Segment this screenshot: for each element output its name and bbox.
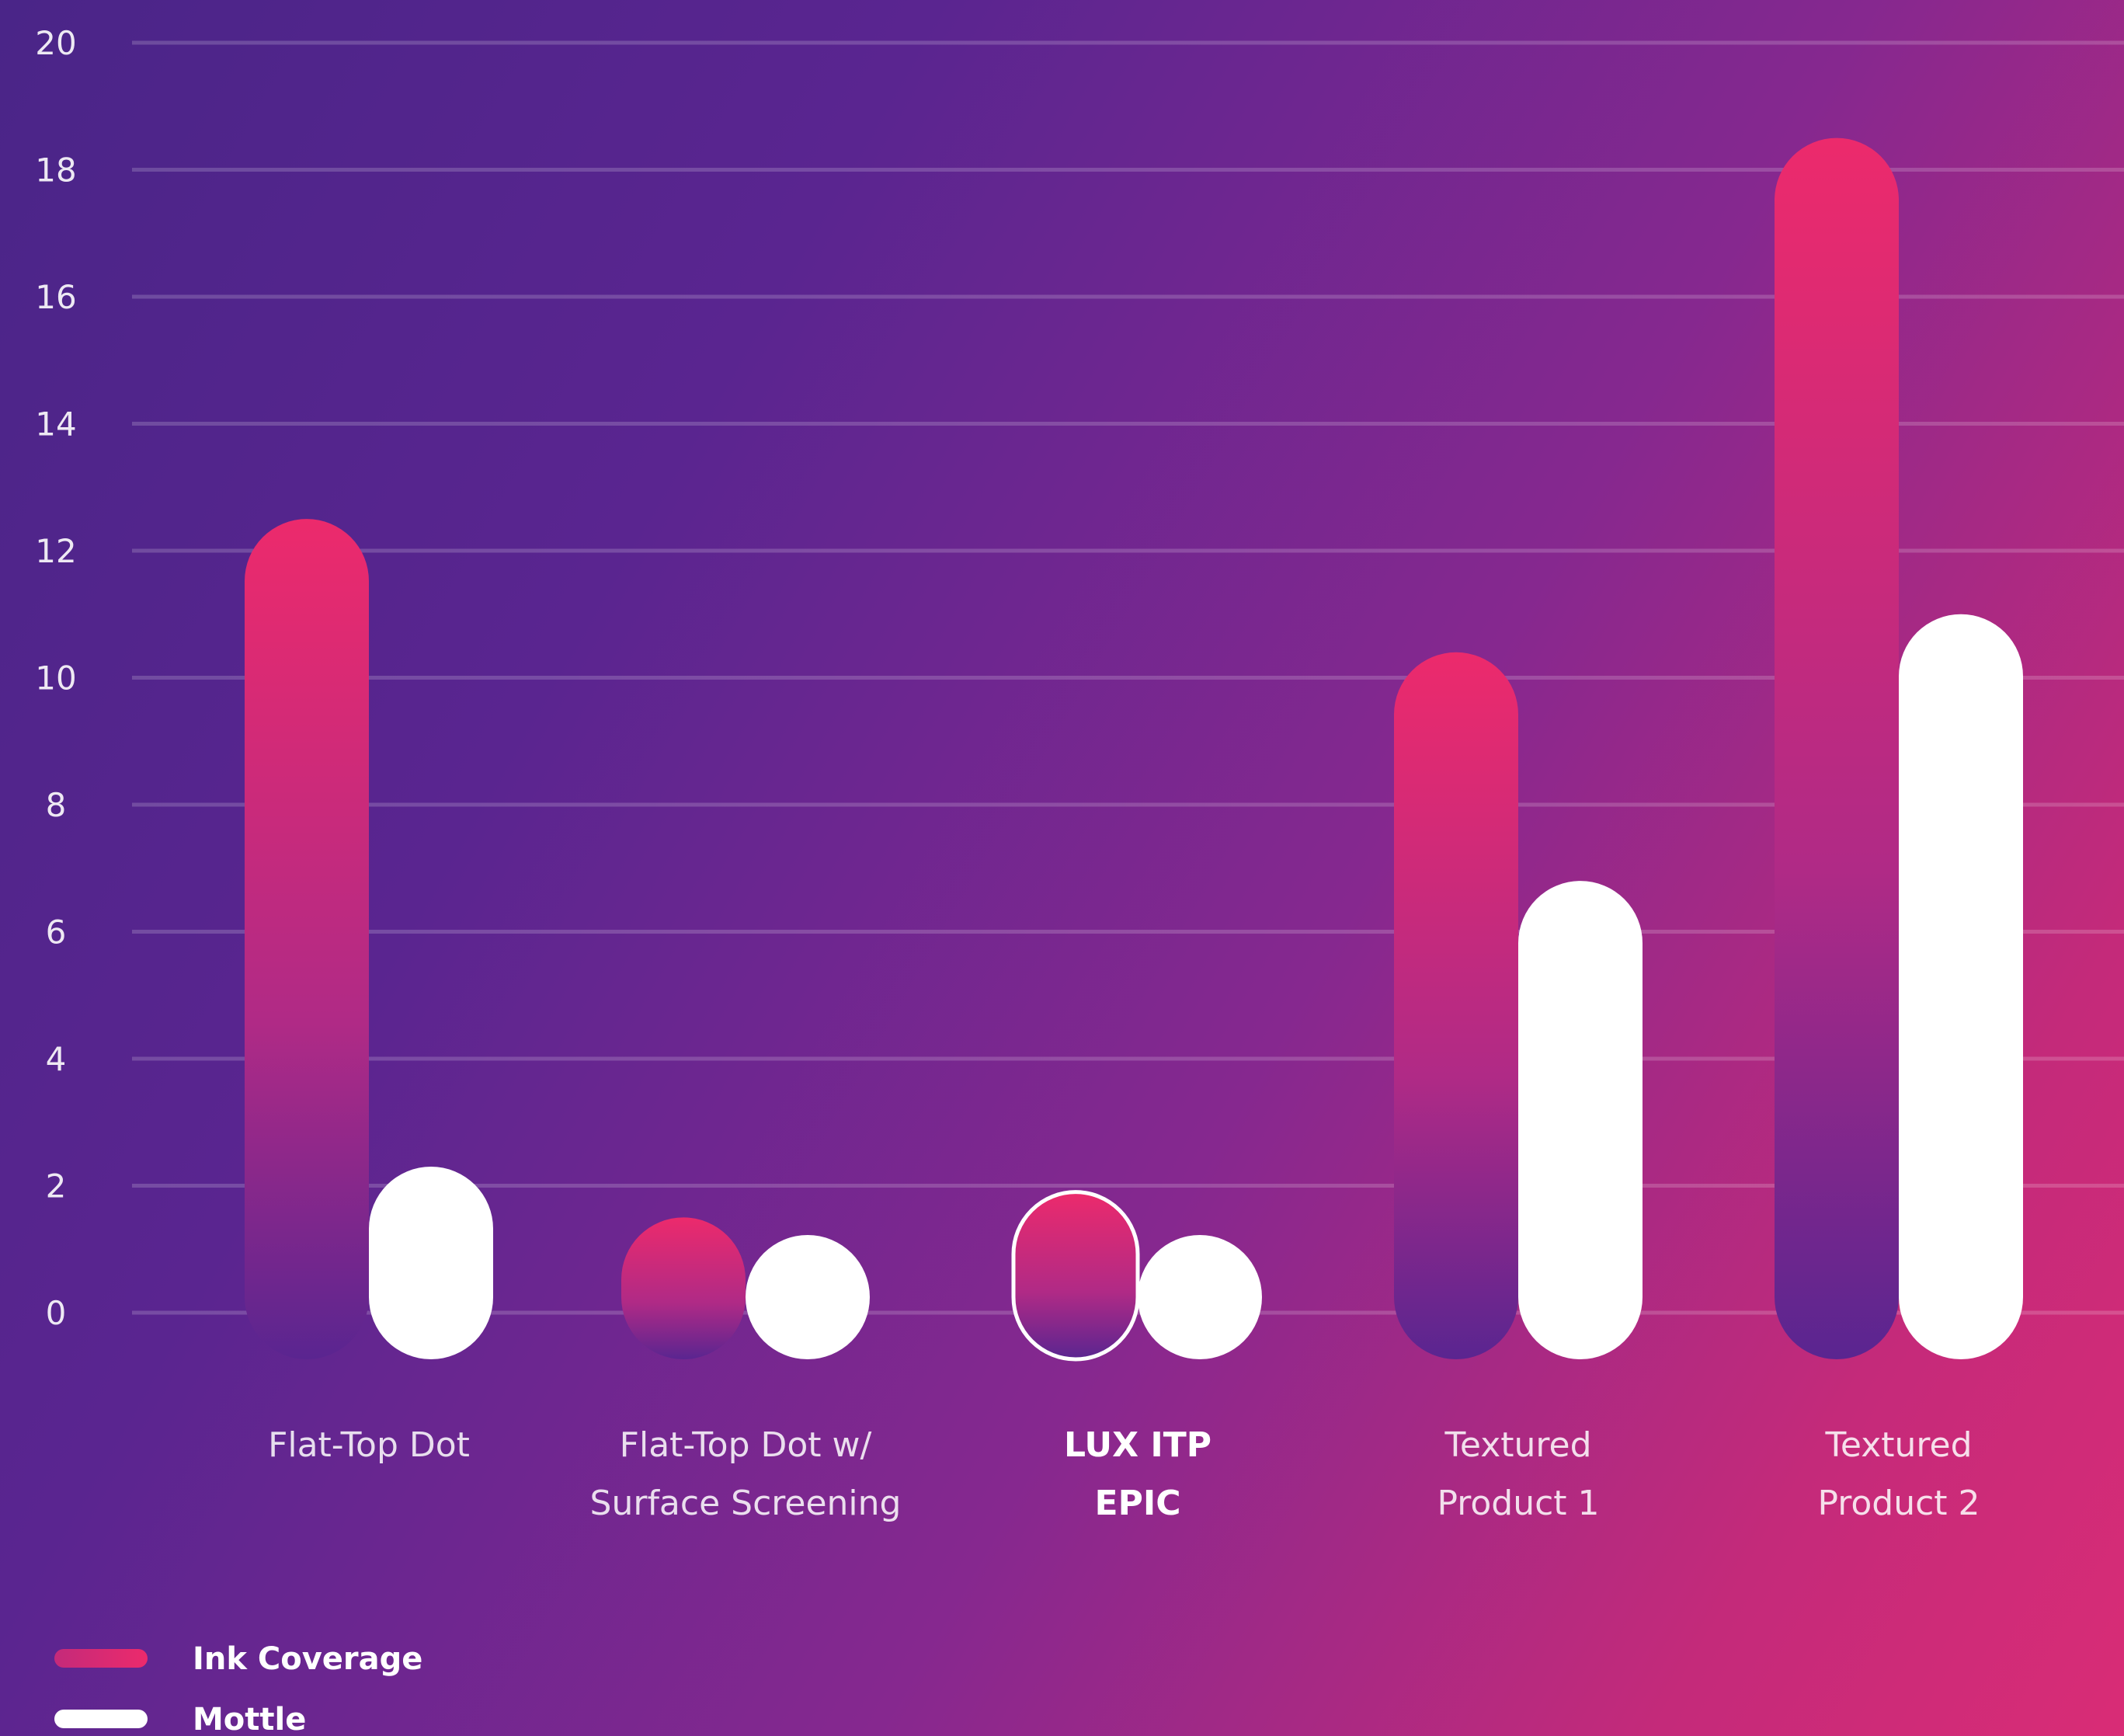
- x-category-label: Flat-Top Dot: [268, 1425, 470, 1465]
- y-axis-ticks: 0 2 4 6 8 10 12 14 16 18 20: [35, 24, 76, 1332]
- y-tick-label: 12: [35, 532, 76, 570]
- bar-mottle: [1518, 881, 1643, 1359]
- y-tick-label: 18: [35, 151, 76, 190]
- x-axis-labels: Flat-Top Dot Flat-Top Dot w/Surface Scree…: [268, 1425, 1980, 1523]
- bar-ink-coverage: [1011, 1190, 1140, 1362]
- x-category-label: Surface Screening: [590, 1484, 902, 1523]
- bar-mottle: [1138, 1235, 1262, 1359]
- y-tick-label: 0: [46, 1294, 67, 1332]
- y-tick-label: 6: [46, 913, 67, 951]
- bar-ink-coverage: [245, 519, 369, 1359]
- bar-ink-coverage: [621, 1217, 746, 1359]
- legend-swatch: [54, 1710, 148, 1728]
- bar-ink-coverage: [1394, 652, 1518, 1359]
- y-tick-label: 20: [35, 24, 76, 62]
- bar-mottle: [369, 1166, 493, 1359]
- x-category-label: Flat-Top Dot w/: [620, 1425, 872, 1465]
- bars: [245, 137, 2023, 1362]
- legend-swatch: [54, 1649, 148, 1668]
- x-category-label: Textured: [1444, 1425, 1592, 1465]
- bar-mottle: [746, 1235, 870, 1359]
- x-category-label: EPIC: [1095, 1484, 1181, 1523]
- y-tick-label: 16: [35, 278, 76, 316]
- x-category-label: LUX ITP: [1064, 1425, 1211, 1465]
- bar-ink-coverage: [1775, 137, 1899, 1359]
- y-tick-label: 10: [35, 659, 76, 698]
- legend-label: Mottle: [193, 1702, 306, 1736]
- x-category-label: Textured: [1825, 1425, 1973, 1465]
- y-tick-label: 14: [35, 405, 76, 444]
- legend: Ink Coverage Mottle: [54, 1641, 422, 1736]
- y-tick-label: 8: [46, 786, 67, 824]
- bar-mottle: [1899, 614, 2023, 1359]
- y-tick-label: 2: [46, 1167, 67, 1205]
- legend-label: Ink Coverage: [193, 1641, 422, 1677]
- y-tick-label: 4: [46, 1040, 67, 1078]
- x-category-label: Product 2: [1817, 1484, 1980, 1523]
- x-category-label: Product 1: [1437, 1484, 1599, 1523]
